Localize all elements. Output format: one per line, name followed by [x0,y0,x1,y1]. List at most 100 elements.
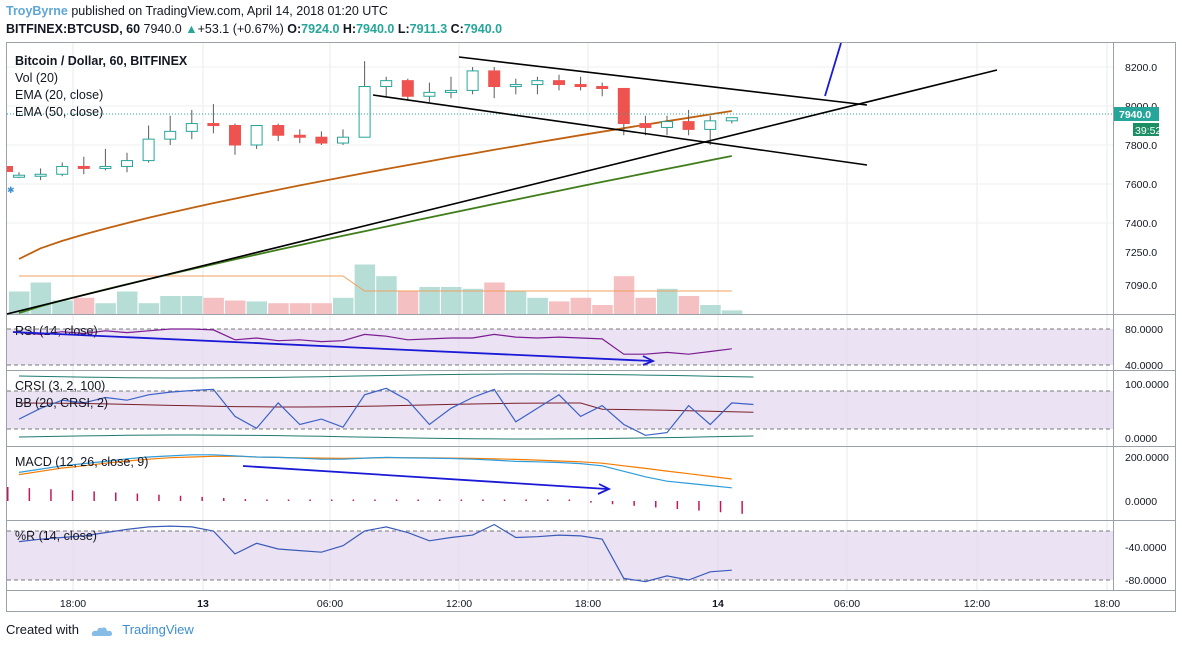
macd-histogram-bar [244,499,247,501]
macd-histogram-bar [741,501,743,514]
candle [121,152,133,173]
candle [337,129,349,145]
candle [99,148,112,171]
macd-histogram-bar [439,499,441,501]
rsi-divergence-arrow [12,331,652,362]
candle [488,67,501,99]
bb-lower-line [18,434,754,440]
volume-bar [138,303,160,314]
macd-histogram-bar [590,501,592,503]
candle [466,67,479,95]
candle-body [509,84,522,88]
candle-body [272,125,285,136]
low-value: 7911.3 [409,22,448,36]
bb-basis-line [18,402,754,413]
volume-bar [203,297,224,314]
volume-bar [52,300,73,314]
candle-body [574,84,587,88]
candle [445,76,457,99]
candle [574,76,587,91]
volume-bar [354,264,376,314]
rsi-axis-tick: 40.0000 [1125,360,1163,372]
macd-histogram-bar [179,495,182,501]
time-axis-tick: 18:00 [1094,598,1120,610]
crsi-line [18,387,754,436]
candle-body [401,80,414,97]
candle-body [207,123,220,127]
candle-body [250,125,263,146]
macd-histogram-bar [115,492,117,501]
macd-histogram-bar [7,487,9,501]
macd-histogram-bar [719,501,722,513]
macd-title: MACD (12, 26, close, 9) [15,455,148,469]
volume-bar [657,288,678,314]
volume-bar [9,291,30,314]
volume-bar [95,303,116,314]
macd-histogram-bar [525,499,527,501]
time-axis-tick: 14 [712,598,724,610]
left-edge-marker [7,166,13,172]
candle-body [77,165,90,169]
candle-body [142,138,155,162]
main-chart-title: Bitcoin / Dollar, 60, BITFINEX [15,54,188,68]
macd-histogram-bar [136,493,139,501]
volume-bar [289,303,311,314]
macd-histogram-bar [158,494,160,501]
chart-svg[interactable]: 8200.08000.07800.07600.07400.07250.07090… [7,43,1175,611]
candle-body [380,80,393,88]
macd-histogram-bar [201,496,203,501]
volume-bar [311,303,332,314]
macd-axis-tick: 200.0000 [1125,452,1169,464]
chart-area[interactable]: 8200.08000.07800.07600.07400.07250.07090… [6,42,1176,612]
price-axis-tick: 7400.0 [1125,218,1157,230]
author-link[interactable]: TroyByrne [6,4,68,18]
trendline-upper [458,56,868,106]
candle-body [725,117,738,122]
macd-axis-tick: 0.0000 [1125,496,1157,508]
candle-body [661,121,673,128]
macd-histogram-bar [611,501,614,505]
volume-bar [635,297,656,314]
tradingview-cloud-icon [91,626,112,636]
candle [293,129,306,144]
wr-axis-tick: -80.0000 [1125,575,1167,587]
macd-histogram-bar [698,501,700,511]
volume-bar [73,297,95,314]
macd-histogram-bar [503,499,506,501]
candle-body [315,136,328,144]
candle-body [639,123,652,128]
footer: Created with TradingView [6,622,194,637]
volume-ma-line [19,275,732,292]
price-axis-tick: 7800.0 [1125,140,1157,152]
rsi-axis-tick: 80.0000 [1125,324,1163,336]
candle [229,123,241,155]
candle [661,115,673,136]
open-label: O: [287,22,302,36]
volume-bar [181,296,203,314]
candle [725,117,738,124]
candle-body [337,136,349,144]
candle [401,78,414,101]
price-axis-tick: 7090.0 [1125,280,1157,292]
volume-bar [376,276,397,314]
candle [315,131,328,145]
macd-histogram-bar [374,499,376,501]
candle [56,162,69,177]
candle-body [99,165,112,169]
last-price-label: 7940.0 [1119,109,1151,121]
candle-body [34,173,47,177]
candle-body [682,121,695,130]
candle-body [488,70,501,87]
candle [617,87,630,136]
price-axis-tick: 7600.0 [1125,179,1157,191]
wr-band [7,531,1113,580]
volume-bar [527,297,548,314]
macd-divergence-arrow [242,465,608,490]
time-axis-tick: 06:00 [834,598,860,610]
rsi-band [7,329,1113,365]
candle-body [466,70,479,91]
trendline-lower [372,94,868,166]
crsi-band [7,391,1113,429]
tradingview-brand-link[interactable]: TradingView [122,622,194,637]
bar-countdown-label: 39:52 [1135,125,1161,137]
